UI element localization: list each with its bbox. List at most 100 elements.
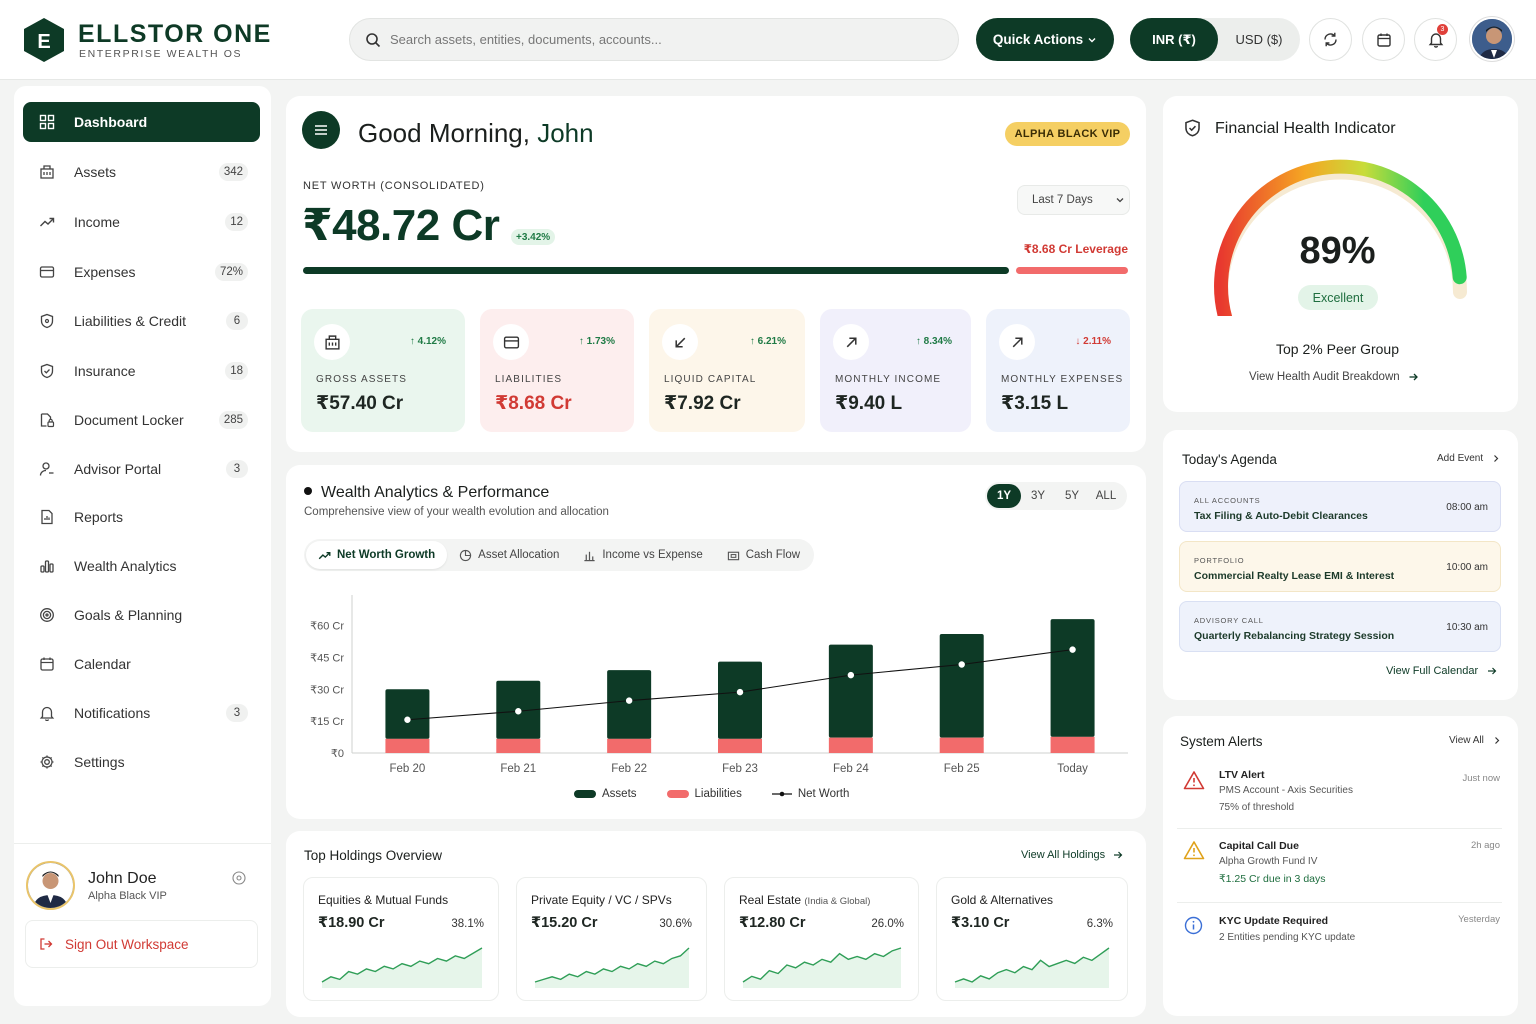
search-bar[interactable] <box>349 18 959 61</box>
tab-asset-allocation[interactable]: Asset Allocation <box>447 541 571 569</box>
sidebar-item-assets[interactable]: Assets 342 <box>23 152 260 192</box>
agenda-item[interactable]: ALL ACCOUNTS Tax Filing & Auto-Debit Cle… <box>1179 481 1501 532</box>
pie-icon <box>459 549 472 562</box>
bar-liabilities <box>496 738 541 753</box>
tab-net-worth-growth[interactable]: Net Worth Growth <box>306 541 448 569</box>
alert-title: Capital Call Due <box>1219 840 1299 852</box>
quick-actions-button[interactable]: Quick Actions <box>976 18 1114 61</box>
holding-card-private-equity[interactable]: Private Equity / VC / SPVs ₹15.20 Cr 30.… <box>516 877 707 1001</box>
holding-percent: 6.3% <box>1086 918 1113 930</box>
sidebar-item-settings[interactable]: Settings <box>23 742 260 782</box>
count-badge: 18 <box>225 362 248 380</box>
sidebar-item-goals-planning[interactable]: Goals & Planning <box>23 595 260 635</box>
sidebar-item-dashboard[interactable]: Dashboard <box>23 102 260 142</box>
count-badge: 3 <box>226 460 248 478</box>
sidebar-item-label: Expenses <box>74 264 136 280</box>
net-worth-change-badge: +3.42% <box>511 229 556 245</box>
menu-toggle-button[interactable] <box>302 111 340 149</box>
sidebar-item-label: Document Locker <box>74 412 184 428</box>
kpi-value: ₹3.15 L <box>1001 393 1069 414</box>
sidebar: Dashboard Assets 342 Income 12 Expenses … <box>14 86 271 1006</box>
range-5y-button[interactable]: 5Y <box>1064 490 1080 502</box>
net-worth-point <box>1069 646 1076 653</box>
sidebar-item-liabilities[interactable]: Liabilities & Credit 6 <box>23 301 260 341</box>
kpi-card-monthly-income[interactable]: ↑ 8.34% MONTHLY INCOME ₹9.40 L <box>820 309 971 432</box>
net-worth-point <box>958 661 965 668</box>
search-input[interactable] <box>390 19 950 60</box>
sidebar-item-advisor-portal[interactable]: Advisor Portal 3 <box>23 449 260 489</box>
range-1y-button[interactable]: 1Y <box>987 484 1021 508</box>
user-settings-icon[interactable] <box>232 871 246 885</box>
brand-logo[interactable]: E <box>22 16 66 64</box>
logo-letter: E <box>37 31 50 53</box>
kpi-card-liabilities[interactable]: ↑ 1.73% LIABILITIES ₹8.68 Cr <box>480 309 634 432</box>
net-worth-point <box>404 716 411 723</box>
warning-icon <box>1183 770 1205 790</box>
period-select[interactable]: Last 7 Days <box>1017 185 1130 215</box>
alerts-title: System Alerts <box>1180 734 1263 749</box>
view-all-alerts-button[interactable]: View All <box>1449 735 1501 746</box>
sidebar-item-income[interactable]: Income 12 <box>23 202 260 242</box>
kpi-card-gross-assets[interactable]: ↑ 4.12% GROSS ASSETS ₹57.40 Cr <box>301 309 465 432</box>
health-gauge <box>1214 159 1467 316</box>
legend-label: Net Worth <box>797 788 850 800</box>
agenda-tag: ADVISORY CALL <box>1194 616 1264 625</box>
range-3y-button[interactable]: 3Y <box>1030 490 1046 502</box>
sidebar-item-notifications[interactable]: Notifications 3 <box>23 693 260 733</box>
range-all-button[interactable]: ALL <box>1095 490 1117 502</box>
holding-name: Private Equity / VC / SPVs <box>531 893 672 907</box>
calendar-button[interactable] <box>1362 18 1405 61</box>
chevron-down-icon <box>1087 35 1097 45</box>
kpi-card-liquid-capital[interactable]: ↑ 6.21% LIQUID CAPITAL ₹7.92 Cr <box>649 309 805 432</box>
view-all-holdings-link[interactable]: View All Holdings <box>1021 849 1123 861</box>
bar-assets <box>718 661 762 739</box>
net-worth-card: Good Morning, John ALPHA BLACK VIP NET W… <box>286 96 1146 452</box>
sidebar-item-label: Settings <box>74 754 125 770</box>
system-alerts-card: System Alerts View All <box>1163 716 1518 1016</box>
sidebar-user-avatar[interactable] <box>26 861 75 910</box>
currency-usd-button[interactable]: USD ($) <box>1235 32 1283 47</box>
sign-out-button[interactable]: Sign Out Workspace <box>25 920 258 968</box>
brand-subtitle: ENTERPRISE WEALTH OS <box>79 48 243 60</box>
agenda-item[interactable]: PORTFOLIO Commercial Realty Lease EMI & … <box>1179 541 1501 592</box>
holding-sparkline <box>321 947 483 988</box>
agenda-item[interactable]: ADVISORY CALL Quarterly Rebalancing Stra… <box>1179 601 1501 652</box>
report-icon <box>37 507 57 527</box>
sidebar-item-document-locker[interactable]: Document Locker 285 <box>23 400 260 440</box>
legend-item-liabilities: Liabilities <box>666 788 742 800</box>
holding-sparkline <box>954 947 1110 988</box>
health-audit-link[interactable]: View Health Audit Breakdown <box>1249 371 1419 383</box>
tab-cash-flow[interactable]: Cash Flow <box>715 541 812 569</box>
sidebar-item-expenses[interactable]: Expenses 72% <box>23 252 260 292</box>
holdings-title: Top Holdings Overview <box>304 848 443 863</box>
view-full-calendar-link[interactable]: View Full Calendar <box>1386 665 1497 677</box>
holding-card-gold-alternatives[interactable]: Gold & Alternatives ₹3.10 Cr 6.3% <box>936 877 1128 1001</box>
tab-income-vs-expense[interactable]: Income vs Expense <box>571 541 714 569</box>
arrow-down-left-icon <box>662 324 698 360</box>
cash-icon <box>727 549 740 562</box>
kpi-label: LIABILITIES <box>495 374 563 385</box>
tab-label: Cash Flow <box>745 549 801 561</box>
arrow-up-right-icon <box>833 324 869 360</box>
sign-out-label: Sign Out Workspace <box>65 936 189 952</box>
currency-inr-button[interactable]: INR (₹) <box>1130 18 1218 61</box>
add-event-button[interactable]: Add Event <box>1437 453 1500 464</box>
arrow-right-icon <box>1487 666 1497 676</box>
alert-detail: 75% of threshold <box>1219 802 1295 813</box>
refresh-button[interactable] <box>1309 18 1352 61</box>
holding-card-equities[interactable]: Equities & Mutual Funds ₹18.90 Cr 38.1% <box>303 877 499 1001</box>
holding-card-real-estate[interactable]: Real Estate (India & Global) ₹12.80 Cr 2… <box>724 877 919 1001</box>
kpi-change: ↓ 2.11% <box>1075 336 1111 347</box>
arrow-right-icon <box>1408 372 1419 382</box>
sidebar-item-calendar[interactable]: Calendar <box>23 644 260 684</box>
sidebar-item-reports[interactable]: Reports <box>23 497 260 537</box>
sidebar-item-insurance[interactable]: Insurance 18 <box>23 351 260 391</box>
agenda-event-title: Quarterly Rebalancing Strategy Session <box>1194 630 1395 642</box>
user-avatar[interactable] <box>1470 17 1514 61</box>
holding-name: Gold & Alternatives <box>951 893 1054 907</box>
sidebar-item-wealth-analytics[interactable]: Wealth Analytics <box>23 546 260 586</box>
document-lock-icon <box>37 410 57 430</box>
brand-name: ELLSTOR ONE <box>78 20 272 48</box>
notifications-button[interactable] <box>1414 18 1457 61</box>
kpi-card-monthly-expenses[interactable]: ↓ 2.11% MONTHLY EXPENSES ₹3.15 L <box>986 309 1130 432</box>
